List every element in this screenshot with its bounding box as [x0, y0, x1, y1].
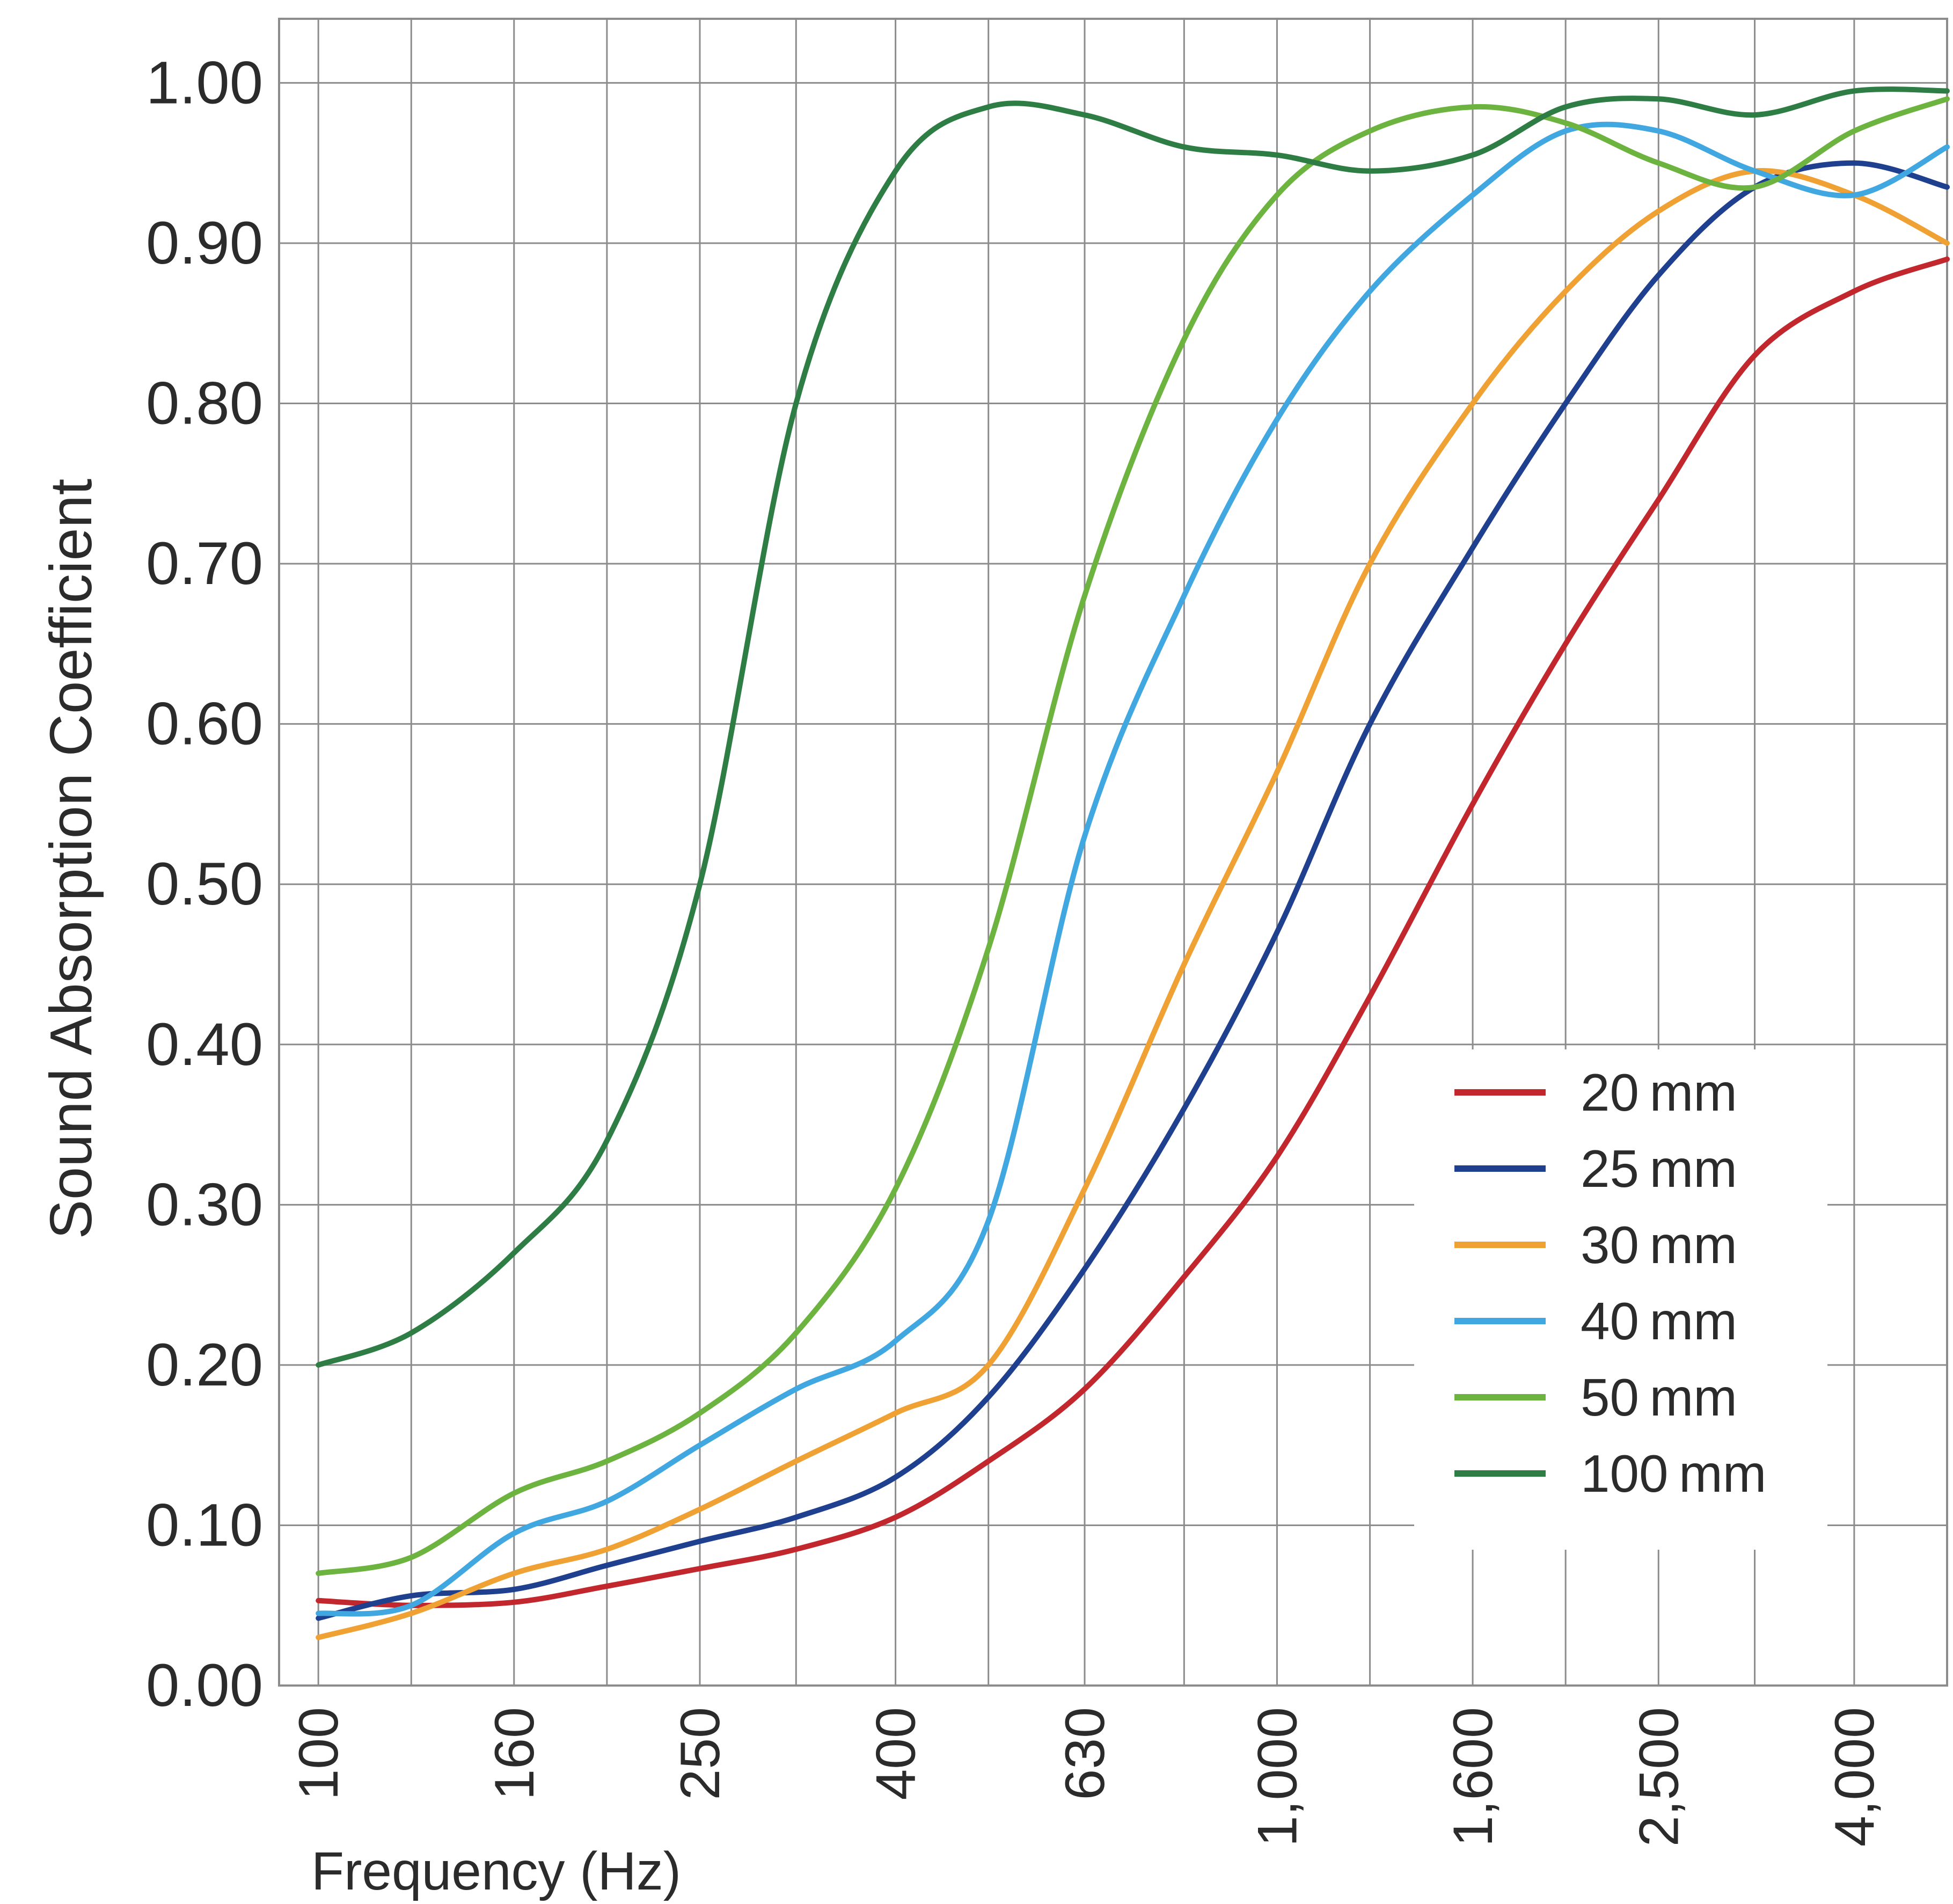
- legend-label: 40 mm: [1581, 1292, 1737, 1351]
- legend-label: 30 mm: [1581, 1215, 1737, 1274]
- y-axis-label: Sound Absorption Coefficient: [38, 479, 104, 1239]
- x-tick-label: 250: [669, 1707, 732, 1800]
- series-line-3: [316, 121, 1950, 1617]
- x-tick-label: 400: [865, 1707, 927, 1800]
- y-tick-label: 0.90: [146, 209, 263, 276]
- y-tick-label: 0.50: [146, 850, 263, 917]
- grid: [278, 18, 1948, 1687]
- y-tick-label: 1.00: [146, 49, 263, 116]
- series-line-2: [316, 168, 1950, 1640]
- legend: 20 mm 25 mm 30 mm 40 mm 50 mm 100 mm: [1414, 1049, 1827, 1550]
- x-tick-label: 4,000: [1824, 1707, 1886, 1847]
- series-lines: [316, 86, 1950, 1640]
- x-tick-label: 100: [288, 1707, 350, 1800]
- y-tick-label: 0.10: [146, 1491, 263, 1558]
- series-line-4: [316, 96, 1950, 1576]
- legend-label: 50 mm: [1581, 1368, 1737, 1427]
- x-tick-label: 630: [1054, 1707, 1116, 1800]
- x-tick-label: 1,000: [1246, 1707, 1308, 1847]
- x-tick-label: 2,500: [1628, 1707, 1690, 1847]
- legend-label: 100 mm: [1581, 1444, 1766, 1503]
- series-line-5: [316, 86, 1950, 1368]
- y-tick-label: 0.70: [146, 530, 263, 597]
- x-axis-label: Frequency (Hz): [311, 1841, 681, 1901]
- x-tick-label: 160: [484, 1707, 546, 1800]
- y-tick-label: 0.60: [146, 690, 263, 757]
- y-tick-label: 0.40: [146, 1011, 263, 1078]
- y-tick-label: 0.00: [146, 1652, 263, 1719]
- x-tick-label: 1,600: [1442, 1707, 1504, 1847]
- legend-box: [1414, 1049, 1827, 1550]
- series-line-1: [316, 160, 1950, 1621]
- series-line-0: [316, 256, 1950, 1608]
- y-tick-label: 0.80: [146, 370, 263, 437]
- legend-label: 25 mm: [1581, 1139, 1737, 1198]
- y-tick-label: 0.30: [146, 1171, 263, 1238]
- y-tick-label: 0.20: [146, 1331, 263, 1398]
- axes: 0.00 0.10 0.20 0.30 0.40 0.50 0.60 0.70 0.80 0.90…: [146, 49, 1886, 1847]
- legend-label: 20 mm: [1581, 1063, 1737, 1122]
